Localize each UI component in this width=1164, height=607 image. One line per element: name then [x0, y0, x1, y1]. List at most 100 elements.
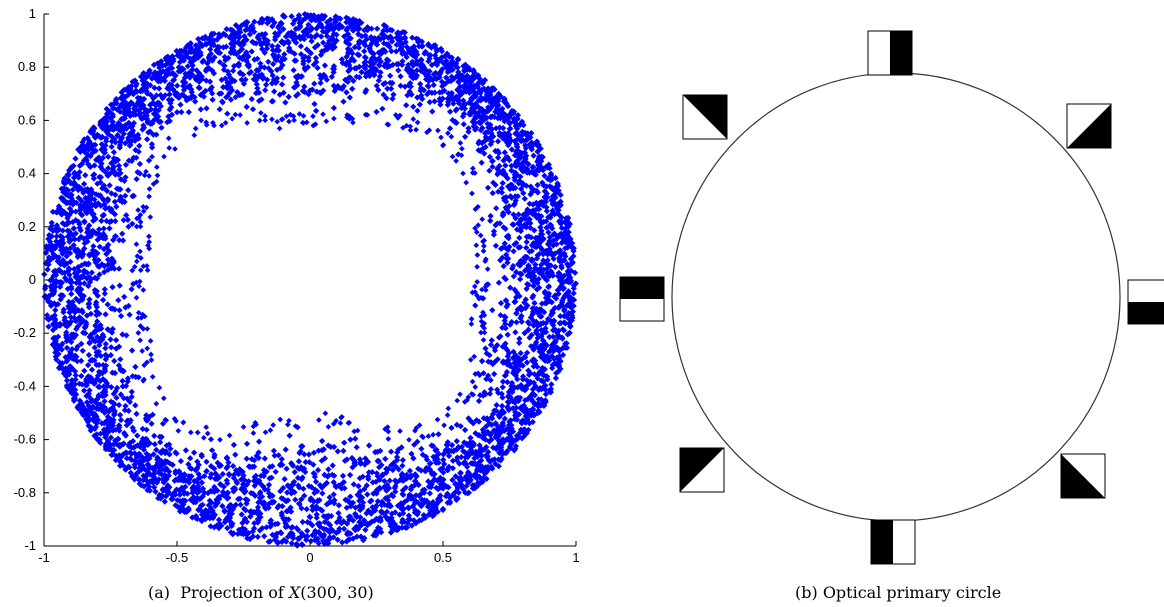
scatter-point	[128, 347, 136, 354]
scatter-point	[306, 513, 313, 520]
scatter-point	[132, 402, 139, 409]
scatter-point	[352, 435, 359, 442]
scatter-point	[475, 397, 483, 405]
scatter-point	[504, 331, 511, 338]
scatter-point	[318, 437, 326, 445]
scatter-point	[430, 81, 437, 89]
scatter-point	[248, 95, 255, 103]
scatter-point	[99, 296, 107, 304]
scatter-point	[223, 25, 230, 33]
scatter-point	[373, 470, 380, 477]
scatter-point	[408, 450, 415, 458]
scatter-point	[426, 490, 434, 497]
scatter-point	[498, 402, 506, 410]
scatter-point	[531, 299, 538, 307]
scatter-point	[145, 157, 153, 164]
scatter-point	[489, 189, 496, 197]
scatter-point	[460, 121, 467, 128]
scatter-point	[446, 108, 454, 115]
scatter-point	[363, 510, 370, 517]
scatter-point	[375, 457, 382, 465]
scatter-point	[414, 438, 421, 445]
scatter-point	[387, 72, 394, 79]
scatter-point	[272, 468, 279, 475]
scatter-point	[116, 411, 124, 419]
scatter-point	[184, 63, 191, 70]
scatter-point	[343, 89, 350, 96]
scatter-point	[155, 85, 163, 92]
scatter-point	[393, 479, 400, 486]
scatter-point	[102, 311, 109, 318]
scatter-point	[291, 468, 298, 476]
scatter-point	[545, 283, 553, 290]
scatter-point	[318, 457, 325, 464]
scatter-point	[304, 527, 311, 535]
scatter-point	[44, 266, 51, 273]
scatter-point	[271, 88, 278, 95]
scatter-point	[72, 155, 79, 162]
scatter-point	[88, 366, 96, 373]
scatter-point	[86, 296, 93, 303]
scatter-point	[157, 439, 164, 446]
scatter-point	[232, 451, 239, 458]
scatter-point	[268, 98, 276, 105]
scatter-point	[230, 441, 238, 449]
scatter-point	[482, 345, 489, 352]
scatter-point	[410, 103, 417, 110]
scatter-point	[133, 175, 140, 183]
scatter-point	[105, 153, 112, 160]
scatter-point	[334, 448, 341, 455]
scatter-point	[203, 458, 210, 465]
scatter-point	[52, 306, 59, 314]
scatter-point	[329, 462, 336, 469]
scatter-point	[108, 344, 115, 351]
scatter-point	[330, 443, 338, 451]
scatter-point	[499, 383, 506, 391]
scatter-point	[223, 43, 230, 50]
scatter-plot: -1 -0.5 0 0.5 1 10.80.60.40.20-0.2-0.4-0.6-0…	[14, 6, 580, 565]
scatter-point	[492, 242, 500, 249]
scatter-point	[119, 237, 127, 244]
scatter-point	[117, 312, 125, 320]
scatter-point	[548, 381, 555, 388]
scatter-point	[342, 496, 349, 503]
scatter-point	[305, 451, 313, 458]
scatter-point	[68, 290, 75, 298]
scatter-point	[516, 335, 523, 342]
scatter-point	[494, 138, 502, 145]
scatter-point	[207, 46, 214, 53]
scatter-point	[106, 225, 113, 232]
scatter-point	[90, 243, 97, 250]
scatter-point	[512, 298, 519, 305]
scatter-point	[81, 367, 88, 374]
scatter-point	[229, 67, 237, 74]
scatter-point	[523, 238, 530, 246]
scatter-point	[81, 218, 88, 225]
scatter-point	[417, 467, 425, 474]
scatter-point	[281, 475, 288, 483]
scatter-point	[504, 378, 511, 386]
scatter-point	[345, 536, 353, 543]
scatter-point	[355, 482, 362, 490]
scatter-point	[364, 491, 371, 498]
scatter-point	[465, 128, 472, 135]
scatter-point	[280, 74, 287, 81]
scatter-point	[313, 514, 320, 521]
scatter-point	[513, 319, 520, 326]
scatter-point	[78, 372, 85, 380]
scatter-point	[367, 498, 374, 505]
scatter-point	[418, 445, 425, 452]
scatter-point	[143, 136, 151, 143]
scatter-point	[299, 518, 306, 526]
scatter-point	[270, 447, 278, 454]
scatter-point	[67, 245, 74, 252]
scatter-point	[89, 247, 96, 254]
scatter-point	[465, 415, 472, 422]
scatter-point	[395, 67, 402, 74]
scatter-point	[106, 182, 113, 189]
scatter-point	[382, 455, 389, 463]
scatter-point	[119, 377, 126, 385]
scatter-point	[174, 497, 181, 504]
scatter-point	[255, 438, 263, 445]
scatter-point	[251, 28, 258, 35]
